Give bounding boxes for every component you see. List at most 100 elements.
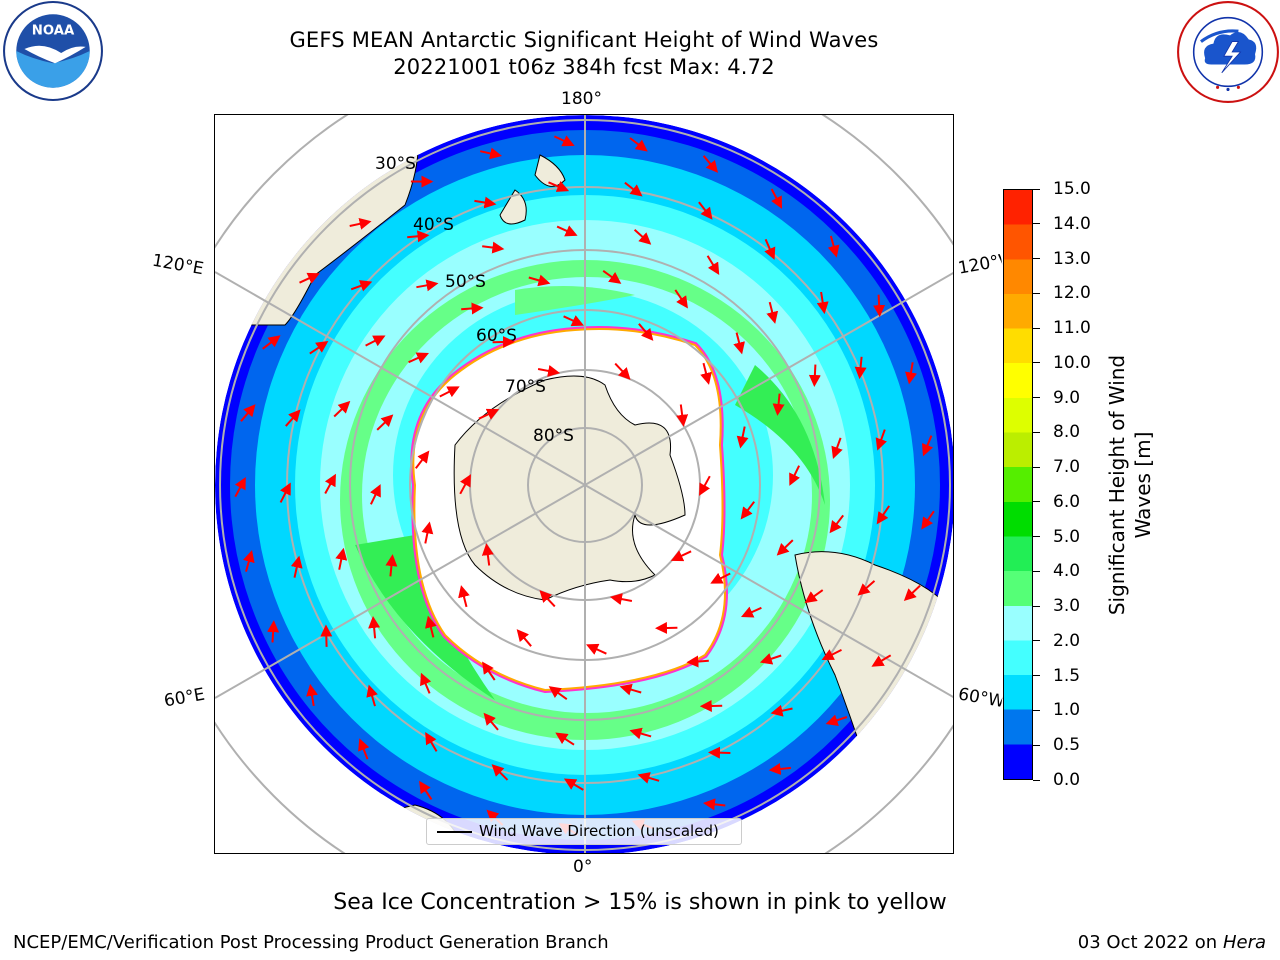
wave-direction-arrow [905, 362, 917, 385]
wave-direction-arrow [903, 584, 921, 601]
footer-date: 03 Oct 2022 on Hera [1078, 932, 1266, 953]
wave-direction-arrow [240, 404, 256, 422]
wave-direction-arrows [234, 135, 935, 836]
wave-direction-arrow [655, 621, 678, 634]
wave-direction-arrow [638, 323, 654, 341]
lon-label-0: 0° [573, 857, 593, 877]
colorbar-tick [1033, 744, 1040, 746]
legend-line-sample [437, 831, 472, 833]
footer-host: Hera [1222, 932, 1266, 953]
colorbar-tick-label: 13.0 [1053, 248, 1091, 269]
colorbar-tick-label: 15.0 [1053, 179, 1091, 199]
chart-title: GEFS MEAN Antarctic Significant Height o… [289, 28, 879, 52]
wave-direction-arrow [710, 572, 731, 584]
wave-direction-arrow [366, 684, 378, 707]
colorbar-tick [1033, 709, 1040, 711]
wave-direction-arrow [563, 778, 584, 791]
wave-direction-arrow [492, 336, 515, 349]
wave-direction-arrow [285, 409, 301, 427]
wave-direction-arrow [586, 643, 607, 655]
wave-direction-arrow [614, 362, 631, 380]
wave-direction-arrow [686, 655, 709, 668]
wave-direction-arrow [700, 362, 712, 385]
wave-direction-arrow [764, 238, 776, 260]
sea-ice-note: Sea Ice Concentration > 15% is shown in … [333, 890, 947, 915]
colorbar-tick-label: 4.0 [1053, 561, 1081, 582]
colorbar-tick [1033, 640, 1040, 642]
colorbar-tick-label: 8.0 [1053, 422, 1081, 443]
wave-direction-arrow [368, 616, 381, 639]
wave-direction-arrow [306, 683, 318, 707]
wave-direction-arrow [420, 672, 432, 694]
wave-direction-arrow [602, 269, 622, 284]
wave-direction-arrow [831, 437, 843, 459]
africa-land [215, 772, 298, 853]
wave-direction-arrow [425, 615, 437, 638]
wave-direction-arrow [804, 589, 824, 604]
wave-direction-arrow [789, 465, 801, 486]
colorbar-tick-label: 3.0 [1053, 596, 1081, 617]
colorbar-tick-label: 1.5 [1053, 665, 1081, 686]
colorbar-tick [1033, 570, 1040, 572]
wave-direction-arrow [772, 393, 785, 416]
colorbar-tick-label: 12.0 [1053, 283, 1091, 304]
colorbar-tick-label: 5.0 [1053, 526, 1081, 547]
colorbar-tick [1033, 536, 1040, 538]
wave-direction-arrow [629, 727, 652, 740]
wave-direction-arrow [320, 624, 333, 647]
wave-direction-arrow [555, 732, 575, 746]
wave-direction-arrow [624, 181, 643, 197]
wave-direction-arrow [243, 549, 255, 572]
wave-direction-arrow [419, 780, 433, 800]
wave-direction-arrow [875, 429, 887, 451]
colorbar [1003, 189, 1033, 780]
wave-direction-arrow [740, 501, 755, 520]
antarctica-landmass [453, 375, 686, 601]
wave-direction-arrow [670, 550, 692, 562]
wave-direction-arrow [637, 772, 660, 784]
wave-direction-arrow [333, 400, 351, 418]
map-panel: 30°S 40°S 50°S 60°S 70°S 80°S [214, 114, 954, 854]
map-legend: Wind Wave Direction (unscaled) [426, 818, 742, 845]
polar-map: 30°S 40°S 50°S 60°S 70°S 80°S [215, 115, 953, 853]
svg-text:NOAA: NOAA [32, 24, 75, 39]
wave-direction-arrow [766, 301, 779, 324]
wave-direction-arrow [857, 580, 876, 596]
wave-direction-arrow [741, 606, 762, 618]
wave-direction-arrow [350, 280, 373, 292]
wave-direction-arrow [759, 653, 782, 665]
wave-direction-arrow [491, 764, 509, 781]
wave-direction-arrow [408, 352, 429, 364]
wave-direction-arrow [854, 356, 867, 380]
wave-direction-arrow [516, 629, 532, 647]
colorbar-tick-label: 14.0 [1053, 213, 1091, 234]
colorbar-tick-label: 7.0 [1053, 457, 1081, 478]
wave-direction-arrow [921, 510, 935, 530]
wave-direction-arrow [335, 547, 348, 570]
colorbar-tick-label: 2.0 [1053, 630, 1081, 651]
colorbar-tick [1033, 501, 1040, 503]
colorbar-tick [1033, 605, 1040, 607]
lat-label-40s: 40°S [413, 215, 454, 235]
wave-direction-arrow [439, 386, 460, 398]
wave-direction-arrow [290, 555, 303, 578]
footer-branch: NCEP/EMC/Verification Post Processing Pr… [13, 932, 609, 953]
wave-direction-arrow [415, 450, 430, 469]
wave-direction-arrow [703, 798, 726, 811]
colorbar-tick-label: 10.0 [1053, 352, 1091, 373]
lat-label-80s: 80°S [533, 426, 574, 446]
legend-label: Wind Wave Direction (unscaled) [479, 822, 719, 840]
wave-direction-arrow [474, 196, 497, 209]
wave-direction-arrow [808, 364, 821, 387]
lat-label-50s: 50°S [445, 272, 486, 292]
colorbar-title: Significant Height of Wind Waves [m] [1104, 355, 1156, 615]
lon-label-60w: 60°W [956, 684, 1004, 712]
lat-label-70s: 70°S [505, 377, 546, 397]
wave-direction-arrow [482, 661, 496, 681]
wave-direction-arrow [349, 217, 372, 230]
wave-direction-arrow [609, 593, 633, 605]
wave-direction-arrow [770, 704, 793, 717]
wave-direction-arrow [736, 426, 749, 449]
wave-direction-arrow [537, 365, 561, 377]
wave-direction-arrow [827, 235, 840, 258]
